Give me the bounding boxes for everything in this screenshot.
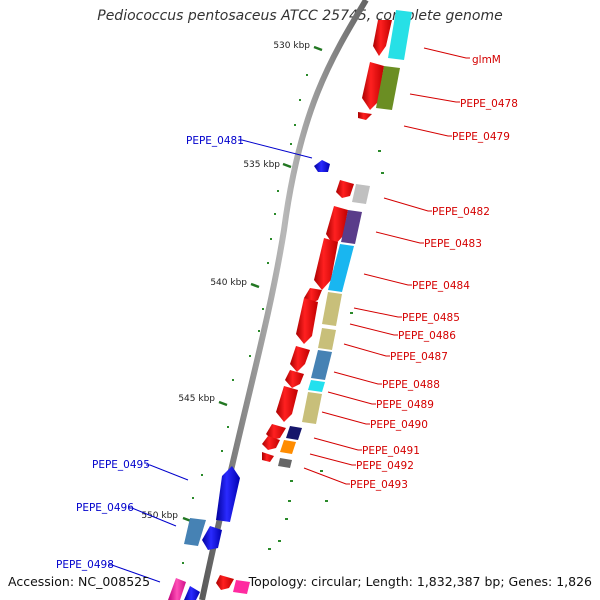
gene-label-PEPE_0483: PEPE_0483 — [424, 238, 482, 250]
gene-label-PEPE_0478: PEPE_0478 — [460, 98, 518, 110]
gene-label-PEPE_0495: PEPE_0495 — [92, 459, 150, 471]
gene-arrow — [184, 586, 200, 600]
left-leaders — [108, 139, 313, 583]
gene-arrow — [262, 452, 274, 462]
gene-arrow — [168, 578, 186, 600]
gene-arrow — [373, 20, 392, 56]
gene-label-PEPE_0486: PEPE_0486 — [398, 330, 456, 342]
gene-label-PEPE_0496: PEPE_0496 — [76, 502, 134, 514]
gene-label-PEPE_0488: PEPE_0488 — [382, 379, 440, 391]
right-leaders — [303, 47, 470, 485]
gene-label-PEPE_0484: PEPE_0484 — [412, 280, 470, 292]
gene-label-PEPE_0485: PEPE_0485 — [402, 312, 460, 324]
tick-label-540: 540 kbp — [210, 278, 247, 288]
tick-label-535: 535 kbp — [243, 160, 280, 170]
gene-arrow — [216, 466, 240, 522]
gene-arrow — [216, 575, 234, 590]
topology-text: Topology: circular; Length: 1,832,387 bp… — [248, 574, 592, 589]
gene-arrow — [266, 424, 286, 440]
tick-535 — [282, 162, 292, 169]
gene-arrow — [296, 298, 318, 344]
gene-arrow — [290, 346, 310, 372]
gene-arrow — [276, 386, 298, 422]
gene-label-glmM: glmM — [472, 54, 501, 66]
gene-label-PEPE_0492: PEPE_0492 — [356, 460, 414, 472]
gene-label-PEPE_0498: PEPE_0498 — [56, 559, 114, 571]
right-labels: glmM PEPE_0478 PEPE_0479 PEPE_0482 PEPE_… — [350, 54, 518, 491]
tick-label-545: 545 kbp — [178, 394, 215, 404]
gene-label-PEPE_0482: PEPE_0482 — [432, 206, 490, 218]
tick-540 — [250, 282, 260, 289]
gene-label-PEPE_0489: PEPE_0489 — [376, 399, 434, 411]
gene-arrow — [202, 526, 222, 550]
gene-arrow — [314, 160, 330, 172]
tick-530 — [313, 45, 323, 52]
gene-label-PEPE_0487: PEPE_0487 — [390, 351, 448, 363]
gene-arrow — [358, 112, 372, 120]
forward-genes — [216, 20, 392, 590]
gene-label-PEPE_0491: PEPE_0491 — [362, 445, 420, 457]
gene-label-PEPE_0479: PEPE_0479 — [452, 131, 510, 143]
gene-label-PEPE_0490: PEPE_0490 — [370, 419, 428, 431]
left-labels: PEPE_0481 PEPE_0495 PEPE_0496 PEPE_0498 — [56, 135, 244, 571]
gene-arrow — [262, 436, 280, 450]
gene-label-PEPE_0493: PEPE_0493 — [350, 479, 408, 491]
tick-545 — [218, 400, 228, 407]
reverse-genes — [168, 160, 330, 600]
tick-label-530: 530 kbp — [273, 41, 310, 51]
gene-arrow — [285, 370, 304, 388]
cog-blocks — [233, 10, 412, 594]
gene-label-PEPE_0481: PEPE_0481 — [186, 135, 244, 147]
accession-text: Accession: NC_008525 — [8, 574, 151, 589]
kbp-ticks: 530 kbp 535 kbp 540 kbp 545 kbp 550 kbp — [141, 41, 323, 523]
gene-arrow — [336, 180, 354, 198]
gene-arrow — [314, 238, 338, 290]
tick-label-550: 550 kbp — [141, 511, 178, 521]
